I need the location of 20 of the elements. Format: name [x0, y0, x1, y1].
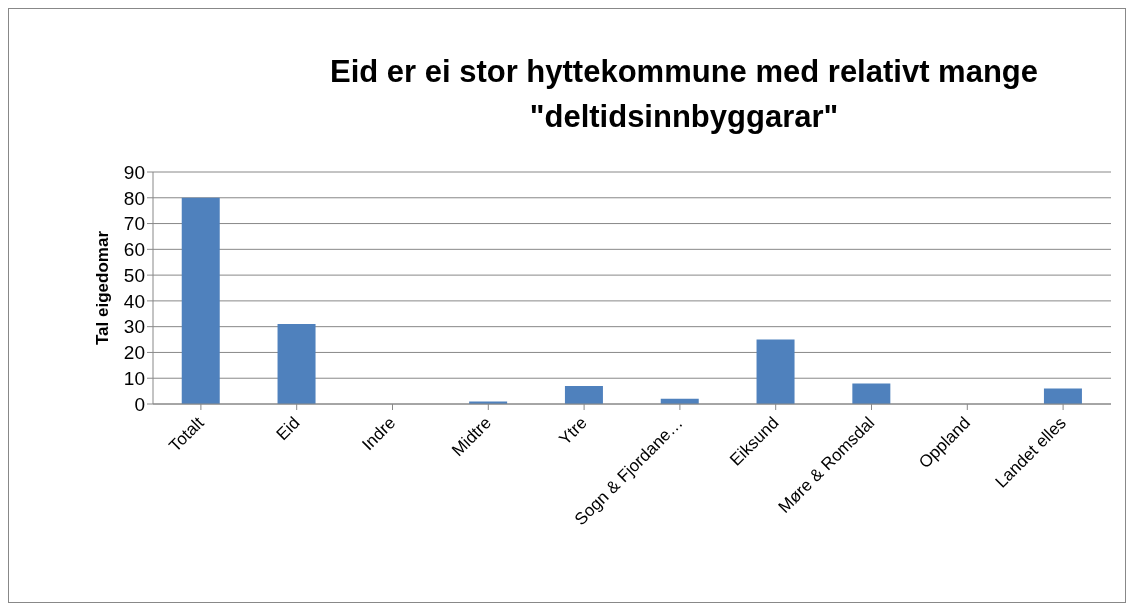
bar [852, 383, 891, 404]
y-tick-label: 30 [123, 316, 145, 338]
chart-title: Eid er ei stor hyttekommune med relativt mange "deltidsinnbyggarar" [328, 53, 1039, 136]
bar [277, 324, 316, 404]
bar [564, 385, 603, 404]
y-tick-label: 40 [123, 290, 145, 312]
y-tick-label: 80 [123, 187, 145, 209]
y-tick-label: 20 [123, 342, 145, 364]
y-axis-title: Tal eigedomar [93, 230, 113, 345]
x-tick-label: Ytre [555, 413, 591, 449]
x-tick-label: Eid [272, 413, 304, 445]
y-tick-label: 90 [123, 161, 145, 183]
bar [756, 339, 795, 404]
bar [181, 197, 220, 404]
y-tick-label: 60 [123, 239, 145, 261]
y-tick-label: 70 [123, 213, 145, 235]
y-tick-label: 10 [123, 367, 145, 389]
bar [1043, 388, 1082, 404]
y-tick-label: 50 [123, 264, 145, 286]
y-tick-label: 0 [134, 393, 145, 415]
